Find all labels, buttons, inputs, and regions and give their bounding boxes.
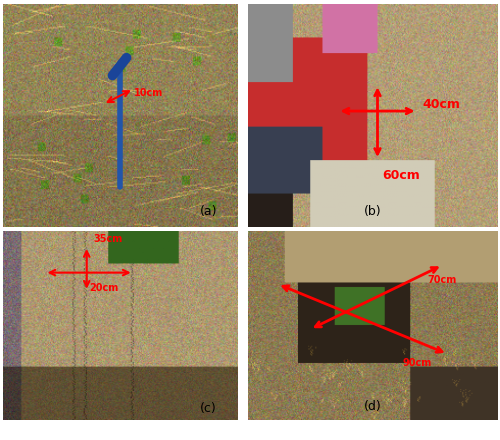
- Text: 40cm: 40cm: [422, 98, 461, 111]
- Text: 10cm: 10cm: [134, 88, 163, 98]
- Text: (a): (a): [200, 205, 217, 218]
- Text: (c): (c): [200, 402, 217, 414]
- Text: 70cm: 70cm: [428, 275, 457, 285]
- Text: (d): (d): [364, 400, 382, 413]
- Text: 90cm: 90cm: [402, 359, 432, 368]
- Text: 60cm: 60cm: [382, 169, 420, 182]
- Text: 20cm: 20cm: [89, 283, 118, 293]
- Text: (b): (b): [364, 205, 382, 218]
- Text: 35cm: 35cm: [94, 234, 123, 244]
